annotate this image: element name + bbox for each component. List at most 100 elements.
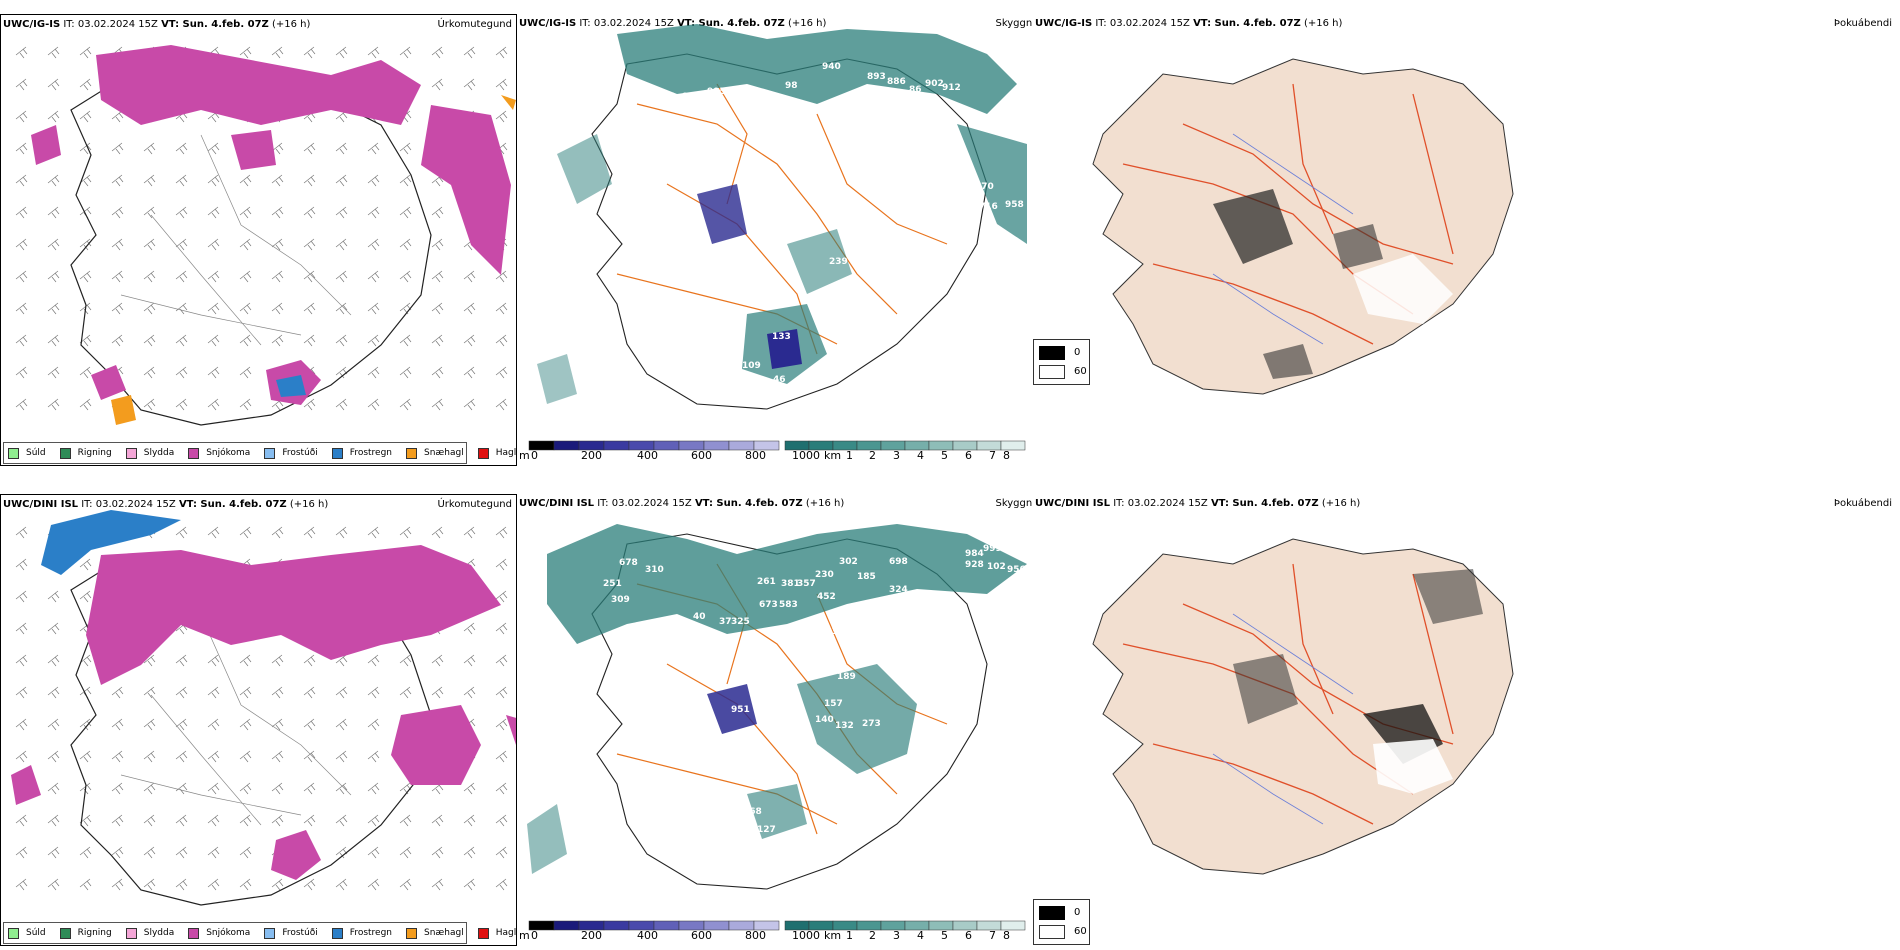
wind-barb	[47, 334, 60, 347]
wind-barb	[495, 654, 508, 667]
wind-barb	[495, 622, 508, 635]
svg-text:928: 928	[965, 560, 984, 570]
colorbar-m-swatch	[753, 440, 780, 451]
wind-barb	[47, 366, 60, 379]
svg-text:323: 323	[819, 627, 838, 637]
svg-text:302: 302	[839, 557, 858, 567]
svg-text:189: 189	[837, 672, 856, 682]
wind-barb	[207, 878, 220, 891]
wind-barb	[399, 142, 412, 155]
wind-barb	[47, 238, 60, 251]
wind-barb	[15, 654, 28, 667]
wind-barb	[47, 654, 60, 667]
svg-text:942: 942	[720, 255, 739, 265]
visibility-map: 449 269 966 995 982 98 940 893 886 86 90…	[537, 24, 1027, 410]
wind-barb	[399, 878, 412, 891]
svg-text:583: 583	[779, 600, 798, 610]
wind-barb	[463, 526, 476, 539]
wind-barb	[335, 174, 348, 187]
wind-barb	[47, 750, 60, 763]
wind-barb	[303, 686, 316, 699]
wind-barb	[303, 334, 316, 347]
wind-barb	[271, 686, 284, 699]
colorbar-m-swatch	[603, 920, 630, 931]
svg-text:109: 109	[742, 361, 761, 371]
wind-barb	[495, 718, 508, 731]
wind-barb	[143, 686, 156, 699]
wind-barb	[399, 174, 412, 187]
legend-item-snow: Snjókoma	[188, 447, 250, 459]
svg-text:261: 261	[757, 577, 776, 587]
wind-barb	[47, 622, 60, 635]
wind-barb	[207, 398, 220, 411]
svg-text:770: 770	[975, 182, 994, 192]
colorbar-m-swatch	[753, 920, 780, 931]
wind-barb	[271, 238, 284, 251]
wind-barb	[367, 174, 380, 187]
wind-barb	[15, 622, 28, 635]
svg-text:19: 19	[629, 125, 642, 135]
svg-text:273: 273	[862, 719, 881, 729]
wind-barb	[143, 398, 156, 411]
wind-barb	[143, 206, 156, 219]
visibility-panel-bottom: UWC/DINI ISL IT: 03.02.2024 15Z VT: Sun.…	[517, 494, 1033, 946]
svg-text:185: 185	[857, 572, 876, 582]
svg-text:886: 886	[887, 77, 906, 87]
wind-barb	[367, 302, 380, 315]
wind-barb	[143, 654, 156, 667]
wind-barb	[239, 46, 252, 59]
wind-barb	[303, 398, 316, 411]
wind-barb	[463, 398, 476, 411]
wind-barb	[463, 846, 476, 859]
legend-item-sleet: Slydda	[125, 927, 174, 939]
wind-barb	[143, 366, 156, 379]
swatch	[406, 927, 418, 939]
wind-barb	[335, 270, 348, 283]
wind-barb	[303, 814, 316, 827]
wind-barb	[463, 622, 476, 635]
wind-barb	[367, 718, 380, 731]
wind-barb	[15, 238, 28, 251]
swatch	[477, 927, 489, 939]
svg-text:157: 157	[824, 699, 843, 709]
svg-text:381: 381	[781, 579, 800, 589]
wind-barb	[239, 750, 252, 763]
wind-barb	[47, 174, 60, 187]
svg-text:324: 324	[889, 585, 908, 595]
wind-barb	[79, 270, 92, 283]
wind-barb	[495, 526, 508, 539]
colorbar-km-swatch	[1000, 920, 1026, 931]
wind-barb	[431, 686, 444, 699]
fog-legend: 0 60	[1033, 339, 1090, 385]
wind-barb	[143, 302, 156, 315]
wind-barb	[207, 814, 220, 827]
wind-barb	[239, 334, 252, 347]
wind-barb	[399, 238, 412, 251]
wind-barb	[175, 686, 188, 699]
swatch	[8, 927, 19, 939]
wind-barb	[399, 686, 412, 699]
wind-barb	[143, 174, 156, 187]
wind-barb	[463, 270, 476, 283]
precip-map	[11, 510, 516, 906]
precip-type-panel-bottom: UWC/DINI ISL IT: 03.02.2024 15Z VT: Sun.…	[0, 494, 517, 946]
fog-indicator-panel-bottom: UWC/DINI ISL IT: 03.02.2024 15Z VT: Sun.…	[1033, 494, 1900, 946]
wind-barb	[175, 174, 188, 187]
wind-barb	[271, 526, 284, 539]
wind-barb	[399, 46, 412, 59]
wind-barb	[143, 334, 156, 347]
wind-barb	[367, 398, 380, 411]
fog-indicator-panel-top: UWC/IG-IS IT: 03.02.2024 15Z VT: Sun. 4.…	[1033, 14, 1900, 466]
wind-barb	[431, 814, 444, 827]
wind-barb	[175, 750, 188, 763]
visibility-colorbar: m 0 200 400 600 800 1000 km 1 2 3 4 5 6 …	[519, 917, 1027, 946]
wind-barb	[175, 238, 188, 251]
wind-barb	[143, 846, 156, 859]
wind-barb	[111, 846, 124, 859]
wind-barb	[431, 302, 444, 315]
wind-barb	[239, 654, 252, 667]
fog-legend: 0 60	[1033, 899, 1090, 945]
wind-barb	[207, 654, 220, 667]
svg-text:999: 999	[983, 544, 1002, 554]
wind-barb	[335, 398, 348, 411]
